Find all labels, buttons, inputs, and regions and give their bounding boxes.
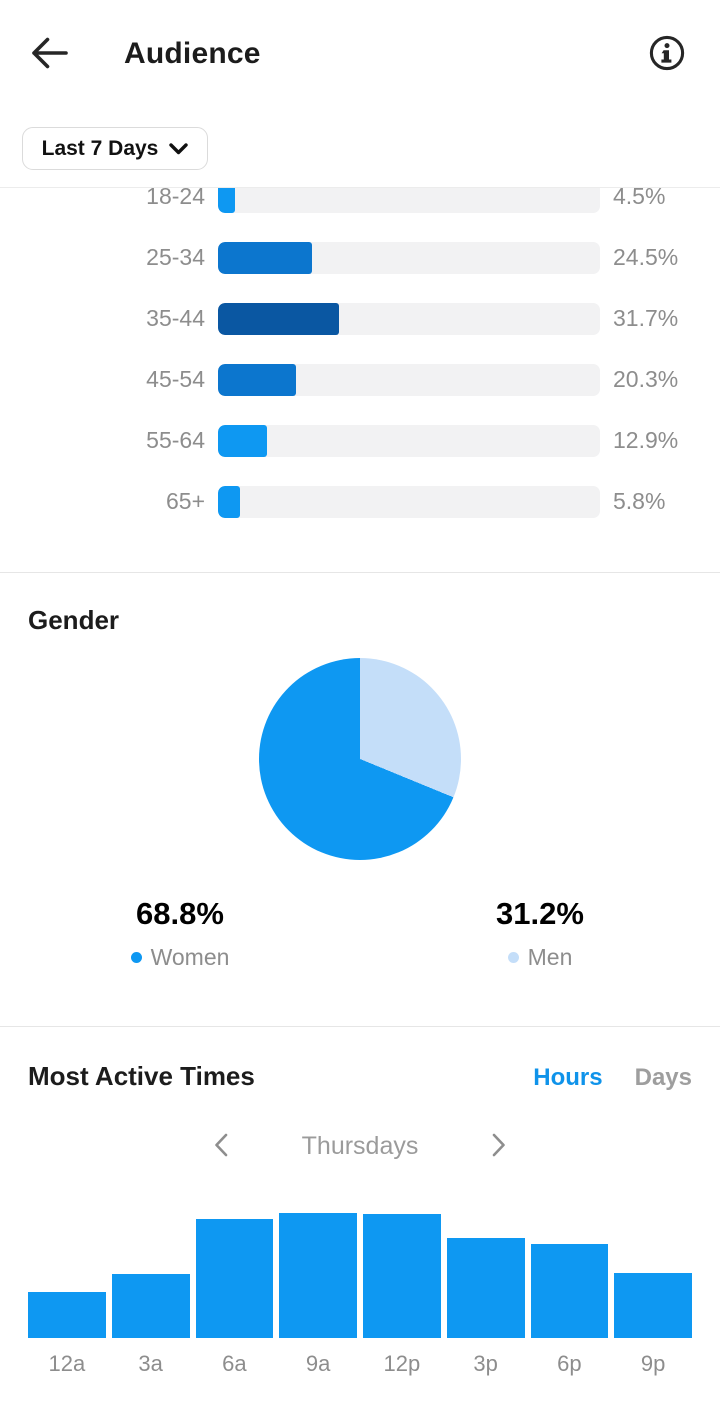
age-label: 45-54 bbox=[146, 366, 205, 392]
men-label: Men bbox=[527, 944, 573, 970]
hour-bar-12p[interactable] bbox=[363, 1214, 441, 1338]
age-bar-fill bbox=[218, 485, 241, 518]
age-row-55-64: 55-64 12.9% bbox=[0, 410, 720, 471]
hourly-activity-chart bbox=[28, 1213, 692, 1338]
day-navigator: Thursdays bbox=[28, 1132, 692, 1161]
age-bar-fill bbox=[218, 424, 268, 457]
back-button[interactable] bbox=[26, 31, 72, 77]
hour-label: 3a bbox=[138, 1351, 163, 1376]
age-value: 31.7% bbox=[613, 305, 679, 331]
hour-bar-6p[interactable] bbox=[530, 1244, 609, 1338]
hour-axis-labels: 12a 3a 6a 9a 12p 3p 6p 9p bbox=[28, 1351, 692, 1377]
age-bar-track bbox=[218, 485, 600, 518]
hour-label: 3p bbox=[473, 1351, 498, 1376]
age-label: 35-44 bbox=[146, 305, 205, 331]
hour-bar-12a[interactable] bbox=[28, 1292, 106, 1338]
age-bar-track bbox=[218, 302, 600, 335]
women-dot-icon bbox=[130, 952, 142, 963]
hour-bar-9a[interactable] bbox=[279, 1213, 357, 1338]
selected-day-label: Thursdays bbox=[301, 1132, 419, 1160]
age-value: 4.5% bbox=[613, 187, 666, 209]
tab-days[interactable]: Days bbox=[634, 1064, 692, 1091]
age-value: 20.3% bbox=[613, 366, 679, 392]
age-bar-fill bbox=[218, 363, 296, 396]
age-label: 65+ bbox=[165, 488, 205, 514]
chevron-right-icon bbox=[486, 1132, 510, 1161]
most-active-times-section: Most Active Times Hours Days Thursdays bbox=[0, 1027, 720, 1377]
men-percentage: 31.2% bbox=[496, 896, 584, 931]
gender-section: Gender 68.8% Women 31.2% Men bbox=[0, 573, 720, 1027]
age-label: 55-64 bbox=[146, 427, 205, 453]
women-percentage: 68.8% bbox=[136, 896, 224, 931]
active-times-title: Most Active Times bbox=[28, 1061, 255, 1091]
age-value: 24.5% bbox=[613, 244, 679, 270]
age-rows: 18-24 4.5% 25-34 24.5% 35-44 31.7% 45-54… bbox=[0, 187, 720, 532]
active-times-header: Most Active Times Hours Days bbox=[28, 1027, 692, 1092]
hour-label: 12p bbox=[383, 1351, 421, 1376]
age-bar-track bbox=[218, 241, 600, 274]
hour-label: 6a bbox=[222, 1351, 247, 1376]
gender-pie-chart bbox=[259, 658, 461, 860]
age-label: 18-24 bbox=[146, 187, 205, 209]
age-bar-fill bbox=[218, 188, 236, 213]
hour-bar-3p[interactable] bbox=[446, 1238, 525, 1338]
age-bar-track bbox=[218, 188, 600, 213]
age-row-45-54: 45-54 20.3% bbox=[0, 349, 720, 410]
header: Audience bbox=[0, 30, 720, 78]
gender-stats: 68.8% Women 31.2% Men bbox=[0, 896, 720, 971]
hour-label: 6p bbox=[557, 1351, 582, 1376]
age-row-18-24: 18-24 4.5% bbox=[0, 187, 720, 227]
hour-bar-6a[interactable] bbox=[195, 1219, 274, 1338]
info-icon bbox=[647, 33, 687, 76]
age-bar-track bbox=[218, 363, 600, 396]
previous-day-button[interactable] bbox=[208, 1133, 236, 1161]
men-dot-icon bbox=[507, 952, 519, 963]
men-legend: Men bbox=[507, 944, 573, 971]
hour-label: 12a bbox=[48, 1351, 86, 1376]
gender-title: Gender bbox=[28, 605, 120, 635]
hour-bar-9p[interactable] bbox=[614, 1273, 692, 1338]
age-value: 12.9% bbox=[613, 427, 679, 453]
age-row-25-34: 25-34 24.5% bbox=[0, 227, 720, 288]
women-legend: Women bbox=[130, 944, 230, 971]
back-arrow-icon bbox=[27, 31, 71, 78]
gender-women: 68.8% Women bbox=[0, 896, 360, 971]
active-times-tabs: Hours Days bbox=[533, 1064, 692, 1092]
tab-hours[interactable]: Hours bbox=[533, 1064, 603, 1091]
chevron-left-icon bbox=[210, 1132, 234, 1161]
date-range-label: Last 7 Days bbox=[41, 136, 159, 160]
chevron-down-icon bbox=[169, 137, 189, 161]
next-day-button[interactable] bbox=[484, 1133, 512, 1161]
age-row-35-44: 35-44 31.7% bbox=[0, 288, 720, 349]
gender-men: 31.2% Men bbox=[360, 896, 720, 971]
date-range-dropdown[interactable]: Last 7 Days bbox=[22, 127, 208, 170]
page-title: Audience bbox=[124, 37, 261, 70]
age-bar-fill bbox=[218, 302, 340, 335]
women-label: Women bbox=[150, 944, 230, 970]
age-label: 25-34 bbox=[146, 244, 205, 270]
hour-label: 9p bbox=[640, 1351, 666, 1376]
hour-label: 9a bbox=[305, 1351, 331, 1376]
age-bar-track bbox=[218, 424, 600, 457]
hour-bar-3a[interactable] bbox=[111, 1274, 190, 1338]
age-bar-fill bbox=[218, 241, 312, 274]
filter-row: Last 7 Days bbox=[22, 127, 720, 170]
info-button[interactable] bbox=[646, 33, 688, 75]
age-range-chart: 18-24 4.5% 25-34 24.5% 35-44 31.7% 45-54… bbox=[0, 187, 720, 573]
age-row-65-plus: 65+ 5.8% bbox=[0, 471, 720, 532]
age-value: 5.8% bbox=[613, 488, 666, 514]
